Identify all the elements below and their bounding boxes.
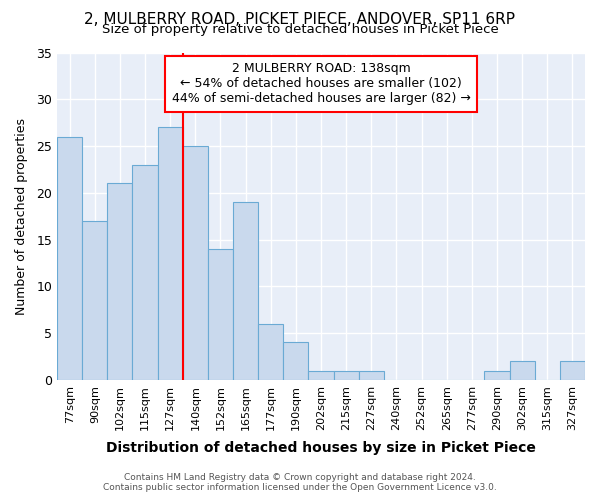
Bar — [107, 184, 133, 380]
Bar — [183, 146, 208, 380]
Bar — [258, 324, 283, 380]
Text: 2, MULBERRY ROAD, PICKET PIECE, ANDOVER, SP11 6RP: 2, MULBERRY ROAD, PICKET PIECE, ANDOVER,… — [85, 12, 515, 28]
Bar — [158, 128, 183, 380]
Bar — [82, 221, 107, 380]
Text: 2 MULBERRY ROAD: 138sqm
← 54% of detached houses are smaller (102)
44% of semi-d: 2 MULBERRY ROAD: 138sqm ← 54% of detache… — [172, 62, 470, 106]
Bar — [359, 370, 384, 380]
Bar — [308, 370, 334, 380]
Bar — [133, 165, 158, 380]
Bar — [57, 136, 82, 380]
Bar — [334, 370, 359, 380]
Bar — [484, 370, 509, 380]
Y-axis label: Number of detached properties: Number of detached properties — [15, 118, 28, 314]
Bar — [560, 361, 585, 380]
Bar — [208, 249, 233, 380]
Bar — [283, 342, 308, 380]
Bar — [509, 361, 535, 380]
X-axis label: Distribution of detached houses by size in Picket Piece: Distribution of detached houses by size … — [106, 441, 536, 455]
Text: Contains HM Land Registry data © Crown copyright and database right 2024.
Contai: Contains HM Land Registry data © Crown c… — [103, 473, 497, 492]
Text: Size of property relative to detached houses in Picket Piece: Size of property relative to detached ho… — [101, 22, 499, 36]
Bar — [233, 202, 258, 380]
